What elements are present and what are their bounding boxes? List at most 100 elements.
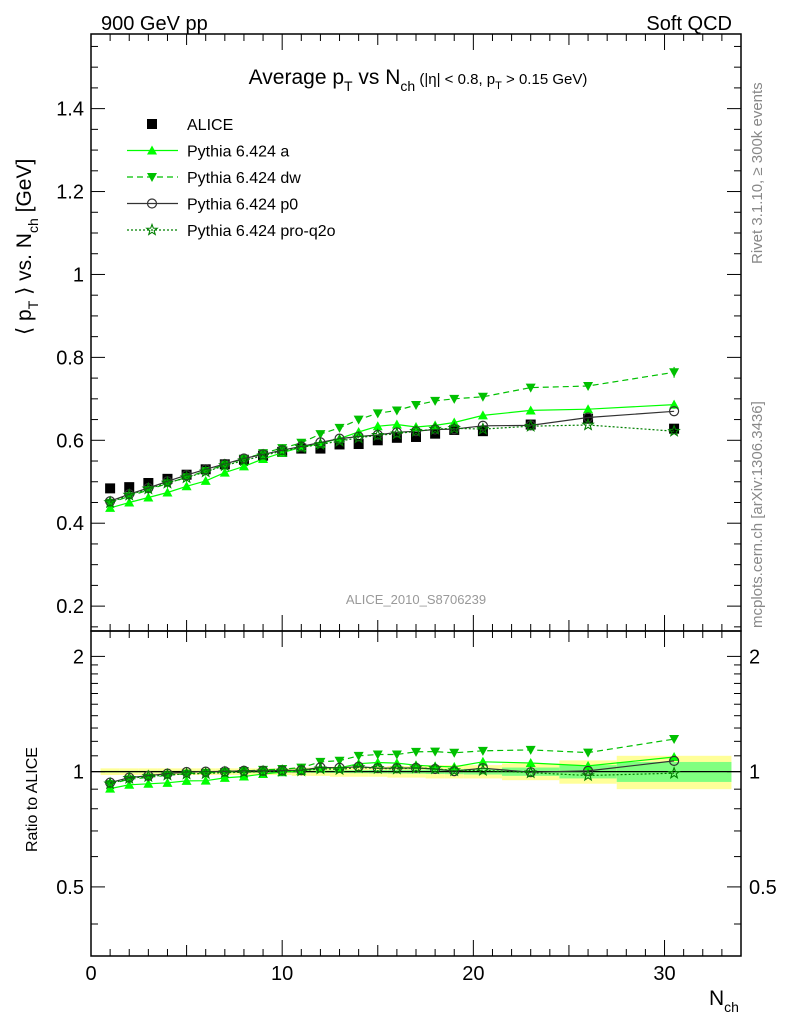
ratio-point-pythia_proq2o [667, 766, 681, 779]
series-point-pythia_dw [411, 401, 421, 411]
ratio-point-pythia_proq2o [122, 771, 136, 785]
series-point-pythia_dw [525, 383, 536, 393]
series-point-pythia_dw [449, 394, 460, 404]
series-point-pythia_proq2o [351, 430, 366, 444]
chart-title: Average pT vs Nch (|η| < 0.8, pT > 0.15 … [249, 66, 588, 94]
series-point-pythia_proq2o [256, 448, 270, 462]
ratio-panel: 0.5 0.5 1 1 2 2 Ratio to ALICE [24, 630, 777, 957]
ratio-point-pythia_dw [430, 747, 441, 757]
ratio-point-pythia_dw [334, 756, 345, 766]
series-point-pythia_dw [372, 409, 383, 419]
series-point-pythia_dw [258, 449, 269, 459]
ratio-tick-label-right: 0.5 [749, 877, 777, 899]
series-point-pythia_a [391, 419, 402, 429]
main-panel: 0.20.40.60.811.21.4 ALICE_2010_S8706239 … [13, 33, 742, 632]
ratio-point-pythia_proq2o [428, 761, 442, 775]
series-point-pythia_proq2o [141, 481, 156, 495]
series-point-pythia_dw [315, 430, 326, 440]
series-point-pythia_proq2o [332, 434, 347, 447]
series-point-pythia_a [238, 461, 249, 471]
ratio-point-pythia_a [162, 777, 173, 787]
series-point-pythia_a [200, 475, 211, 485]
ratio-point-pythia_p0 [668, 755, 680, 766]
ratio-line-pythia_p0 [109, 760, 675, 784]
ratio-frame [90, 630, 742, 957]
x-tick-label: 0 [85, 963, 96, 985]
y-tick-label: 1.2 [56, 182, 84, 204]
source-label: mcplots.cern.ch [arXiv:1306.3436] [749, 401, 766, 628]
series-point-pythia_proq2o [294, 440, 309, 454]
legend-label: Pythia 6.424 dw [187, 170, 301, 187]
ratio-point-pythia_proq2o [351, 760, 366, 774]
ratio-tick-label-right: 2 [749, 646, 760, 668]
ratio-point-pythia_dw [391, 750, 402, 760]
data-point-alice [411, 431, 421, 442]
ratio-point-pythia_proq2o [237, 765, 251, 778]
legend-marker [147, 145, 157, 155]
ratio-point-pythia_a [143, 778, 154, 788]
series-point-pythia_a [477, 410, 488, 420]
legend-label: ALICE [187, 117, 233, 134]
energy-label: 900 GeV pp [101, 13, 208, 35]
series-point-pythia_dw [353, 415, 364, 425]
ratio-point-pythia_p0 [582, 765, 594, 776]
series-point-pythia_dw [430, 396, 441, 406]
data-point-alice [669, 423, 680, 434]
ratio-tick-label: 0.5 [56, 877, 84, 899]
data-point-alice [372, 435, 383, 446]
ratio-point-pythia_proq2o [141, 769, 156, 783]
process-label: Soft QCD [646, 13, 732, 35]
y-tick-label: 1 [73, 264, 84, 286]
ratio-point-pythia_a [525, 758, 536, 768]
data-point-alice [334, 439, 345, 450]
legend-marker [147, 173, 157, 182]
series-point-pythia_proq2o [160, 475, 175, 489]
legend-label: Pythia 6.424 a [187, 144, 289, 161]
series-line-pythia_proq2o [109, 424, 675, 504]
series-point-pythia_dw [583, 381, 594, 391]
ratio-point-pythia_a [181, 775, 192, 785]
ratio-point-pythia_proq2o [160, 767, 175, 781]
ratio-point-pythia_a [200, 775, 211, 785]
series-point-pythia_proq2o [275, 443, 289, 457]
series-point-pythia_proq2o [218, 458, 232, 472]
legend: ALICE Pythia 6.424 a Pythia 6.424 dw Pythia… [127, 117, 336, 240]
series-point-pythia_a [583, 404, 594, 414]
data-point-alice [391, 432, 402, 443]
ratio-point-pythia_proq2o [390, 761, 404, 775]
series-point-pythia_proq2o [581, 417, 595, 431]
ratio-point-pythia_dw [372, 750, 383, 760]
ratio-point-pythia_dw [669, 735, 680, 745]
series-point-pythia_proq2o [447, 421, 461, 435]
ratio-point-pythia_proq2o [447, 763, 461, 777]
y-tick-label: 0.2 [56, 596, 84, 618]
ratio-y-axis-label: Ratio to ALICE [24, 747, 41, 852]
data-point-alice [315, 443, 326, 454]
analysis-id: ALICE_2010_S8706239 [346, 592, 486, 607]
ratio-point-pythia_a [411, 760, 421, 770]
series-point-pythia_dw [477, 392, 488, 402]
y-tick-label: 0.6 [56, 430, 84, 452]
series-point-pythia_p0 [668, 406, 680, 417]
legend-label: Pythia 6.424 p0 [187, 197, 298, 214]
data-point-alice [525, 419, 536, 430]
x-tick-label: 10 [271, 963, 293, 985]
series-point-pythia_proq2o [103, 495, 117, 509]
series-point-pythia_proq2o [198, 464, 213, 478]
y-tick-label: 1.4 [56, 99, 84, 121]
series-point-pythia_proq2o [409, 424, 423, 437]
ratio-point-pythia_dw [525, 745, 536, 755]
legend-marker [147, 119, 157, 129]
legend-label: Pythia 6.424 pro-q2o [187, 223, 336, 240]
data-point-alice [124, 482, 135, 493]
ratio-point-pythia_proq2o [523, 765, 538, 779]
series-point-pythia_a [162, 487, 173, 497]
y-tick-label: 0.4 [56, 513, 84, 535]
ratio-point-pythia_dw [583, 748, 594, 758]
ratio-point-pythia_a [430, 761, 441, 771]
ratio-point-pythia_dw [411, 747, 421, 757]
ratio-tick-label: 2 [73, 646, 84, 668]
ratio-point-pythia_dw [277, 765, 288, 775]
series-point-pythia_proq2o [313, 437, 328, 451]
